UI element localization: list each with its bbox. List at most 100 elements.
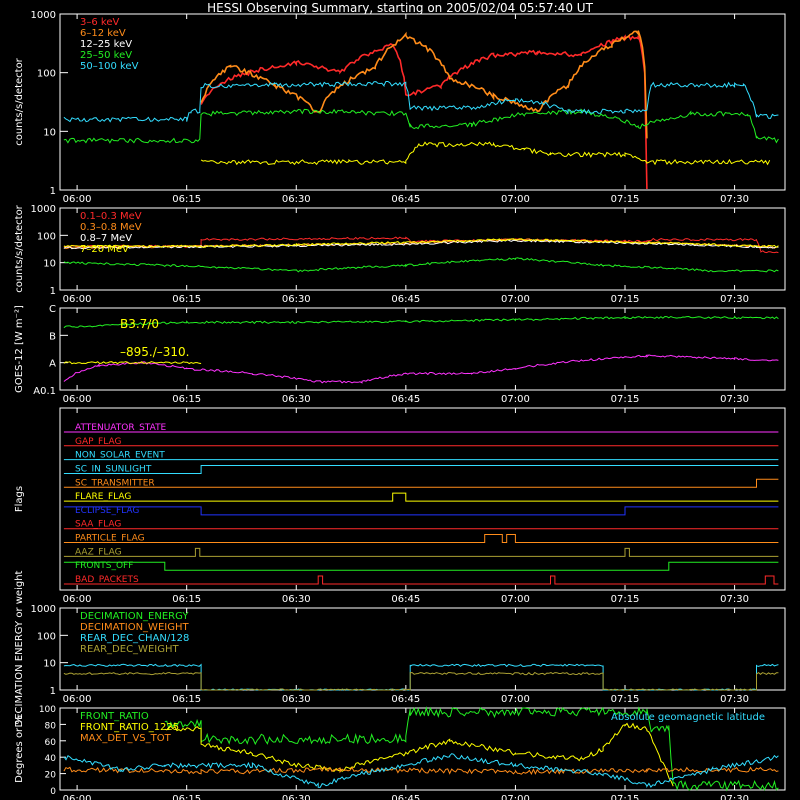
p4-xtick-label: 06:00 — [63, 594, 92, 605]
p5-xtick-label: 06:15 — [172, 694, 201, 705]
flag-label: SC_IN_SUNLIGHT — [75, 464, 152, 474]
flag-line — [63, 506, 779, 516]
p5-xtick-label: 07:15 — [611, 694, 640, 705]
p3-xtick-label: 06:45 — [391, 394, 420, 405]
legend-entry: 12–25 keV — [80, 39, 132, 50]
series-line — [63, 239, 779, 250]
p2-ytick-label: 1 — [50, 286, 56, 297]
p6-xtick-label: 06:45 — [391, 794, 420, 800]
flag-line — [63, 492, 779, 502]
flag-line — [63, 534, 779, 543]
flag-label: FRONTS_OFF — [75, 561, 133, 571]
p1-ytick-label: 1000 — [31, 10, 56, 21]
p6-ytick-label: 0 — [50, 787, 56, 797]
p1-ytick-label: 10 — [43, 127, 56, 138]
p6-ylabel: Degrees or % — [14, 715, 25, 783]
p1-xtick-label: 06:15 — [172, 194, 201, 205]
series-line — [63, 315, 779, 329]
geomagnetic-latitude-label: Absolute geomagnetic latitude — [611, 712, 765, 723]
p2-ytick-label: 10 — [43, 259, 56, 270]
p2-xtick-label: 07:15 — [611, 294, 640, 305]
p6-ytick-label: 40 — [45, 754, 57, 764]
p5-xtick-label: 06:00 — [63, 694, 92, 705]
series-line — [63, 257, 779, 273]
p3-xtick-label: 07:00 — [501, 394, 530, 405]
series-line — [200, 34, 648, 190]
p2-ytick-label: 1000 — [31, 204, 56, 215]
p3-xtick-label: 07:15 — [611, 394, 640, 405]
p2-frame — [59, 207, 786, 291]
legend-entry: 7–20 MeV — [80, 244, 129, 255]
series-line — [63, 236, 779, 254]
p1-frame — [59, 13, 786, 191]
p5-ytick-label: 10 — [43, 659, 56, 670]
p6-xtick-label: 07:00 — [501, 794, 530, 800]
series-line — [63, 354, 779, 384]
p2-xtick-label: 06:45 — [391, 294, 420, 305]
legend-entry: DECIMATION_ENERGY — [80, 611, 189, 622]
p5-ylabel: DECIMATION ENERGY or weight — [14, 570, 25, 727]
legend-entry: 6–12 keV — [80, 28, 126, 39]
p6-xtick-label: 06:00 — [63, 794, 92, 800]
p6-xtick-label: 06:30 — [282, 794, 311, 800]
flag-label: NON_SOLAR_EVENT — [75, 451, 165, 461]
flag-label: ECLIPSE_FLAG — [75, 506, 139, 516]
p4-ylabel: Flags — [14, 486, 25, 512]
p6-xtick-label: 07:30 — [720, 794, 749, 800]
p5-frame — [59, 607, 786, 691]
p6-frame — [59, 707, 786, 791]
p5-ytick-label: 1000 — [31, 604, 56, 615]
p1-ytick-label: 100 — [37, 69, 56, 80]
p6-ytick-label: 20 — [45, 771, 57, 781]
p6-xtick-label: 07:15 — [611, 794, 640, 800]
series-line — [164, 722, 674, 787]
flag-line — [63, 478, 779, 488]
p6-xtick-label: 06:15 — [172, 794, 201, 800]
p2-ylabel: counts/s/detector — [14, 204, 25, 292]
p4-xtick-label: 06:15 — [172, 594, 201, 605]
p3-ylabel: GOES-12 [W m⁻²] — [14, 305, 25, 393]
legend-entry: FRONT_RATIO_1225 — [80, 722, 179, 733]
p6-ytick-label: 80 — [45, 721, 57, 731]
p3-ytick-label: C — [49, 304, 56, 315]
flag-label: BAD_PACKETS — [75, 575, 139, 585]
flag-line — [63, 547, 779, 557]
flag-label: ATTENUATOR_STATE — [75, 423, 167, 433]
p5-xtick-label: 06:45 — [391, 694, 420, 705]
p2-ytick-label: 100 — [37, 231, 56, 242]
flag-label: AAZ_FLAG — [75, 547, 122, 557]
p3-xtick-label: 07:30 — [720, 394, 749, 405]
flag-label: GAP_FLAG — [75, 437, 121, 447]
p2-xtick-label: 07:30 — [720, 294, 749, 305]
series-line — [63, 766, 779, 776]
p3-ytick-label: B — [49, 331, 56, 342]
p4-frame — [59, 407, 786, 591]
p3-xtick-label: 06:15 — [172, 394, 201, 405]
legend-entry: 0.8–7 MeV — [80, 233, 132, 244]
flag-label: PARTICLE_FLAG — [75, 534, 145, 544]
p1-xtick-label: 07:15 — [611, 194, 640, 205]
legend-entry: 25–50 keV — [80, 50, 132, 61]
p1-xtick-label: 06:45 — [391, 194, 420, 205]
legend-entry: MAX_DET_VS_TOT — [80, 733, 172, 744]
series-line — [63, 753, 779, 789]
p6-ytick-label: 100 — [39, 705, 56, 715]
p3-ytick-label: A0.1 — [33, 386, 56, 397]
series-line — [200, 30, 648, 139]
flag-line — [63, 575, 779, 585]
p1-xtick-label: 07:00 — [501, 194, 530, 205]
series-line — [63, 671, 779, 691]
flag-label: SAA_FLAG — [75, 520, 121, 530]
legend-entry: 0.1–0.3 MeV — [80, 211, 142, 222]
series-line — [164, 706, 779, 792]
p4-xtick-label: 07:30 — [720, 594, 749, 605]
p4-xtick-label: 07:15 — [611, 594, 640, 605]
series-line — [63, 361, 202, 365]
p1-ytick-label: 1 — [50, 186, 56, 197]
legend-entry: 0.3–0.8 MeV — [80, 222, 142, 233]
p3-ytick-label: A — [49, 359, 56, 370]
p5-xtick-label: 07:30 — [720, 694, 749, 705]
p2-xtick-label: 07:00 — [501, 294, 530, 305]
flag-label: SC_TRANSMITTER — [75, 478, 155, 488]
